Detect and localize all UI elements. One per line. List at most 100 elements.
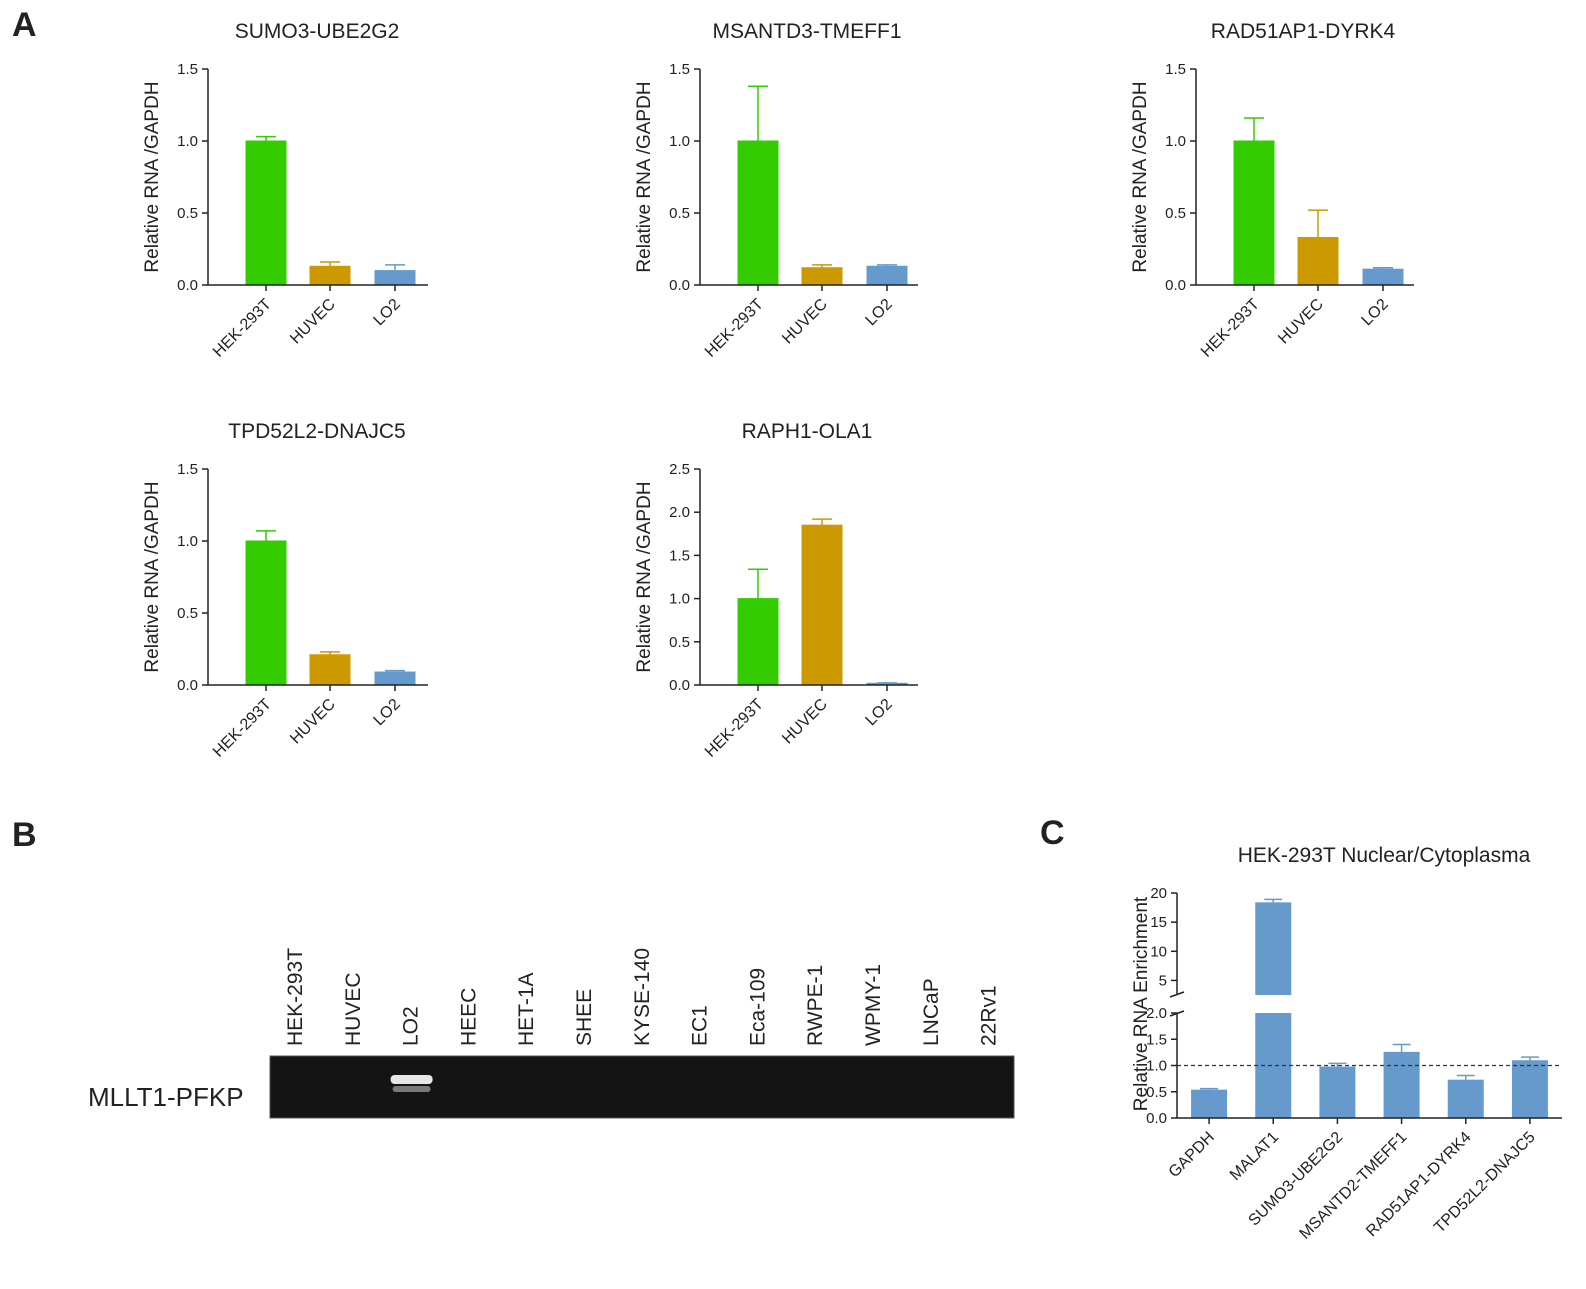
x-tick-label: MALAT1: [1227, 1129, 1282, 1184]
y-axis-label: Relative RNA /GAPDH: [1130, 81, 1151, 272]
gel-band-primary: [390, 1075, 433, 1084]
y-tick-label: 0.5: [177, 205, 198, 222]
y-axis-label: Relative RNA Enrichment: [1131, 896, 1152, 1111]
y-tick-label: 2.0: [669, 504, 690, 521]
bar-lo2: [374, 270, 416, 286]
x-tick-label: HEK-293T: [702, 296, 767, 361]
x-tick-label: GAPDH: [1166, 1129, 1218, 1181]
x-tick-label: RAD51AP1-DYRK4: [1363, 1129, 1474, 1240]
chart-title: SUMO3-UBE2G2: [235, 20, 400, 43]
chart-title: TPD52L2-DNAJC5: [228, 420, 405, 443]
bar-huvec: [1297, 236, 1339, 286]
gel-lane-label: SHEE: [573, 989, 596, 1046]
y-tick-label: 0.0: [177, 677, 198, 694]
chart-tpd52l2-dnajc5: TPD52L2-DNAJC5 Relative RNA /GAPDH 0.0 0.5 1…: [142, 420, 428, 761]
y-tick-label: 0.5: [1146, 1084, 1167, 1101]
y-tick-label: 0.0: [669, 277, 690, 294]
y-tick-label: 2.5: [669, 461, 690, 478]
y-tick-label: 1.0: [177, 533, 198, 550]
y-tick-label: 15: [1150, 914, 1167, 931]
x-tick-label: HEK-293T: [210, 296, 275, 361]
bar-hek-293t: [1233, 140, 1275, 286]
y-axis-label: Relative RNA /GAPDH: [634, 481, 655, 672]
chart-title: RAD51AP1-DYRK4: [1211, 20, 1396, 43]
bar-hek-293t: [245, 140, 287, 286]
y-tick-label: 1.5: [1165, 61, 1186, 78]
y-tick-label: 1.0: [669, 133, 690, 150]
gel-lane-label: HEEC: [457, 988, 480, 1046]
chart-title: HEK-293T Nuclear/Cytoplasma: [1238, 844, 1531, 867]
y-tick-label: 5: [1159, 972, 1167, 989]
bar-sumo3-ube2g2: [1319, 1066, 1356, 1118]
bar-huvec: [801, 524, 843, 686]
bar-malat1-upper: [1255, 902, 1292, 995]
y-tick-label: 1.5: [177, 61, 198, 78]
x-tick-label: HUVEC: [1275, 296, 1327, 348]
chart-title: RAPH1-OLA1: [742, 420, 873, 443]
x-tick-label: MSANTD2-TMEFF1: [1297, 1129, 1411, 1243]
x-tick-label: HUVEC: [287, 696, 339, 748]
x-tick-label: LO2: [370, 696, 403, 729]
y-tick-label: 20: [1150, 885, 1167, 902]
bar-lo2: [866, 265, 908, 286]
gel-lane-label: Eca-109: [746, 968, 769, 1046]
chart-title: MSANTD3-TMEFF1: [713, 20, 902, 43]
x-tick-label: HEK-293T: [702, 696, 767, 761]
gel-lane-label: WPMY-1: [862, 964, 885, 1046]
y-axis-label: Relative RNA /GAPDH: [142, 81, 163, 272]
x-tick-label: HEK-293T: [210, 696, 275, 761]
gel-lane-labels: HEK-293T HUVEC LO2 HEEC HET-1A SHEE KYSE-140 EC…: [284, 948, 1001, 1046]
gel-image: [269, 1055, 1015, 1119]
gel-panel: MLLT1-PFKP HEK-293T HUVEC LO2 HEEC HET-1A SHE…: [88, 948, 1015, 1119]
bar-huvec: [801, 267, 843, 286]
y-tick-label: 1.5: [669, 61, 690, 78]
y-tick-label: 0.0: [177, 277, 198, 294]
y-tick-label: 1.0: [177, 133, 198, 150]
y-tick-label: 1.0: [669, 591, 690, 608]
chart-rad51ap1-dyrk4: RAD51AP1-DYRK4 Relative RNA /GAPDH 0.0 0.5 1…: [1130, 20, 1414, 361]
y-tick-label: 0.5: [1165, 205, 1186, 222]
y-tick-label: 1.0: [1146, 1058, 1167, 1075]
y-tick-label: 1.5: [1146, 1031, 1167, 1048]
gel-lane-label: RWPE-1: [804, 965, 827, 1046]
axis-break-mark: [1169, 1010, 1185, 1017]
y-tick-label: 1.0: [1165, 133, 1186, 150]
y-axis-label: Relative RNA /GAPDH: [634, 81, 655, 272]
y-tick-label: 0.5: [177, 605, 198, 622]
bar-hek-293t: [737, 140, 779, 286]
x-tick-label: HUVEC: [779, 696, 831, 748]
y-tick-label: 0.0: [1165, 277, 1186, 294]
gel-bands: [390, 1075, 433, 1092]
bar-lo2: [1362, 268, 1404, 286]
panel-letter-b: B: [12, 816, 37, 854]
bar-hek-293t: [245, 540, 287, 686]
panel-letter-a: A: [12, 6, 37, 44]
gel-lane-label: HET-1A: [515, 972, 538, 1046]
gel-lane-label: HEK-293T: [284, 948, 307, 1046]
chart-sumo3-ube2g2: SUMO3-UBE2G2 Relative RNA /GAPDH 0.0 0.5 1.0…: [142, 20, 428, 361]
x-tick-label: HUVEC: [779, 296, 831, 348]
x-tick-label: HEK-293T: [1198, 296, 1263, 361]
axis-break-mark: [1169, 991, 1185, 998]
y-tick-label: 0.5: [669, 634, 690, 651]
gel-lane-label: HUVEC: [342, 972, 365, 1046]
panel-letter-c: C: [1040, 814, 1065, 852]
y-tick-label: 1.5: [669, 547, 690, 564]
bar-msantd2-tmeff1: [1383, 1051, 1420, 1118]
x-tick-label: LO2: [1358, 296, 1391, 329]
y-tick-label: 0.0: [1146, 1110, 1167, 1127]
bar-huvec: [309, 654, 351, 686]
chart-raph1-ola1: RAPH1-OLA1 Relative RNA /GAPDH 0.0 0.5 1.0 1.…: [634, 420, 918, 761]
gel-lane-label: LO2: [400, 1006, 423, 1046]
gel-lane-label: LNCaP: [920, 978, 943, 1046]
y-tick-label: 10: [1150, 943, 1167, 960]
gel-band-secondary: [392, 1086, 431, 1092]
chart-msantd3-tmeff1: MSANTD3-TMEFF1 Relative RNA /GAPDH 0.0 0.5 1…: [634, 20, 918, 361]
gel-row-label: MLLT1-PFKP: [88, 1082, 244, 1112]
y-tick-label: 2.0: [1146, 1005, 1167, 1022]
x-tick-label: LO2: [370, 296, 403, 329]
bar-gapdh: [1191, 1089, 1228, 1118]
x-tick-label: LO2: [862, 296, 895, 329]
bar-lo2: [374, 671, 416, 686]
